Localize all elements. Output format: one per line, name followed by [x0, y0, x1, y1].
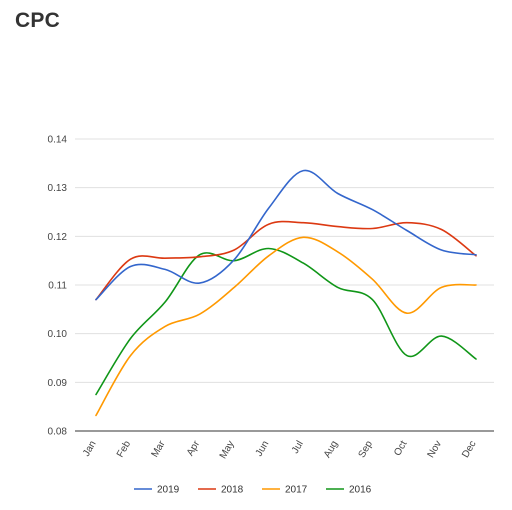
y-tick-label: 0.13 — [48, 183, 68, 194]
series-line-2018 — [95, 220, 477, 301]
x-tick-label: Sep — [357, 439, 376, 460]
x-tick-label: Oct — [392, 439, 409, 458]
x-tick-label: Mar — [150, 438, 168, 459]
legend-item-2018[interactable]: 2018 — [198, 485, 244, 496]
page-title: CPC — [15, 9, 60, 32]
x-tick-label: Jul — [290, 439, 306, 456]
legend-item-2017[interactable]: 2017 — [262, 485, 308, 496]
y-tick-label: 0.10 — [48, 329, 68, 340]
legend-label: 2019 — [157, 485, 180, 496]
y-tick-label: 0.09 — [48, 378, 68, 389]
x-tick-label: Jun — [254, 439, 272, 458]
x-tick-label: Apr — [185, 438, 203, 458]
gridlines — [75, 138, 494, 432]
series-lines — [95, 169, 477, 417]
x-tick-label: Feb — [115, 439, 133, 460]
x-tick-label: Nov — [426, 439, 444, 460]
legend-item-2016[interactable]: 2016 — [326, 485, 372, 496]
y-tick-label: 0.11 — [48, 281, 67, 292]
y-tick-label: 0.12 — [48, 232, 68, 243]
x-tick-label: Aug — [322, 439, 340, 460]
legend-label: 2017 — [285, 485, 308, 496]
y-tick-label: 0.08 — [48, 427, 68, 438]
y-tick-label: 0.14 — [48, 135, 68, 146]
legend-item-2019[interactable]: 2019 — [134, 485, 180, 496]
x-tick-label: May — [218, 439, 237, 461]
x-tick-label: Dec — [460, 439, 478, 460]
y-axis-tick-labels: 0.08 0.09 0.10 0.11 0.12 0.13 0.14 — [48, 135, 68, 438]
x-tick-label: Jan — [81, 439, 99, 458]
x-axis-tick-labels: Jan Feb Mar Apr May Jun Jul Aug Sep Oct Nov Dec — [81, 438, 479, 460]
series-line-2017 — [95, 236, 477, 417]
legend-label: 2018 — [221, 485, 244, 496]
legend[interactable]: 2019 2018 2017 2016 — [134, 485, 372, 496]
series-line-2019 — [95, 169, 477, 301]
series-line-2016 — [95, 247, 477, 396]
legend-label: 2016 — [349, 485, 372, 496]
